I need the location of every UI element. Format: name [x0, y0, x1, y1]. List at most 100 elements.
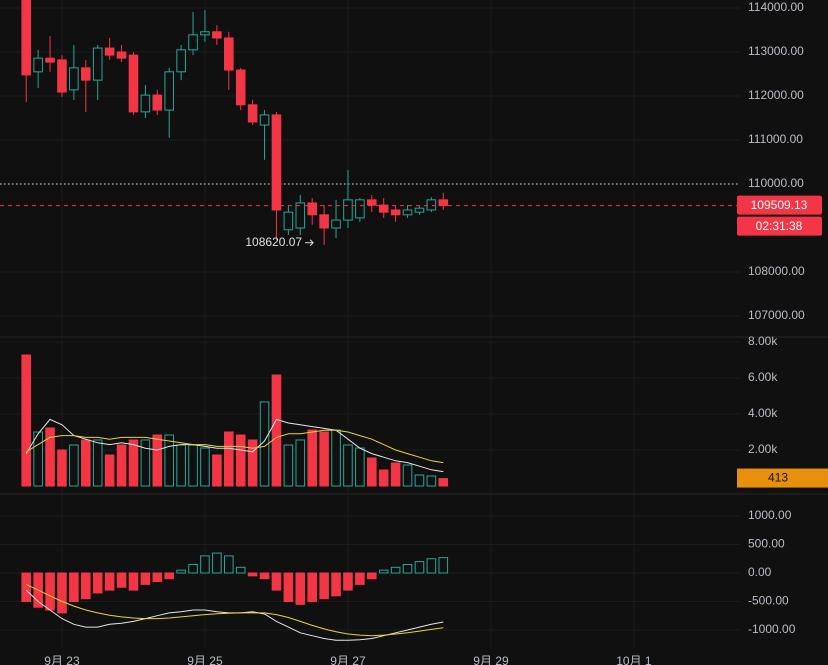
candle-body	[319, 214, 329, 229]
candle-body	[140, 94, 151, 113]
macd-bar	[69, 572, 79, 602]
candle-body	[378, 204, 389, 213]
volume-bar	[307, 429, 317, 487]
macd-bar	[402, 563, 413, 574]
macd-bar	[224, 555, 234, 574]
candle-body	[295, 202, 306, 229]
macd-bar	[57, 572, 67, 614]
volume-bar	[188, 444, 198, 487]
volume-bar	[92, 439, 103, 487]
volume-bar	[438, 478, 449, 487]
candle-body	[176, 49, 186, 73]
macd-bar	[164, 572, 175, 580]
volume-bar	[57, 449, 67, 487]
macd-bar	[92, 572, 103, 594]
candle-body	[81, 67, 91, 81]
volume-bar	[69, 444, 79, 487]
macd-bar	[104, 572, 115, 591]
macd-bar	[295, 572, 306, 605]
volume-bar	[212, 454, 222, 487]
volume-bar	[200, 447, 210, 487]
y-tick-label: 0.00	[748, 565, 772, 579]
candle-body	[271, 114, 282, 211]
y-tick-label: 4.00k	[748, 406, 778, 420]
macd-bar	[319, 572, 329, 600]
countdown-label: 02:31:38	[756, 219, 803, 233]
candle-body	[414, 207, 425, 213]
candle-body	[224, 37, 234, 71]
macd-bar	[247, 572, 258, 577]
volume-bar	[104, 454, 115, 487]
indicator-line	[25, 429, 444, 464]
candle-body	[438, 199, 449, 207]
volume-bar	[366, 457, 377, 487]
low-annotation: 108620.07	[245, 235, 302, 249]
macd-bar	[331, 572, 341, 597]
macd-bar	[176, 569, 186, 574]
volume-bar	[140, 439, 151, 487]
macd-bar	[152, 572, 163, 583]
volume-bar	[116, 444, 127, 487]
price-pane	[0, 0, 740, 245]
y-tick-label: 1000.00	[748, 508, 792, 522]
macd-bar	[426, 558, 437, 574]
candle-body	[402, 209, 413, 216]
last-price-box	[737, 195, 822, 215]
volume-bar	[426, 475, 437, 487]
y-tick-label: 107000.00	[748, 308, 805, 322]
macd-bar	[81, 572, 91, 600]
macd-bar	[271, 572, 282, 591]
volume-bar	[390, 462, 401, 487]
volume-bar	[247, 439, 258, 487]
macd-bar	[21, 572, 32, 602]
x-tick-label: 9月 25	[187, 654, 223, 665]
candle-body	[343, 199, 353, 221]
y-tick-label: 113000.00	[748, 44, 804, 58]
volume-bar	[295, 439, 306, 487]
candle-body	[259, 114, 270, 126]
volume-bar	[152, 434, 163, 487]
macd-bar	[128, 572, 139, 591]
candle-body	[235, 69, 246, 106]
volume-pane	[21, 354, 449, 487]
last-volume-box	[737, 468, 828, 488]
volume-bar	[33, 431, 43, 487]
x-tick-label: 9月 23	[44, 654, 80, 665]
axes: 107000.00 108000.00 110000.00 111000.00 1120…	[44, 0, 828, 665]
macd-bar	[438, 557, 449, 574]
x-tick-label: 9月 27	[330, 654, 366, 665]
volume-bar	[128, 439, 139, 487]
candle-body	[247, 104, 258, 123]
macd-pane	[21, 552, 449, 641]
y-tick-label: -500.00	[748, 594, 789, 608]
volume-bar	[164, 434, 175, 487]
y-tick-label: 2.00k	[748, 442, 778, 456]
macd-bar	[200, 555, 210, 574]
macd-bar	[343, 572, 353, 591]
y-tick-label: 8.00k	[748, 334, 778, 348]
candle-body	[307, 202, 317, 216]
candle-body	[331, 219, 341, 229]
candle-body	[426, 199, 437, 211]
indicator-line	[25, 418, 444, 473]
x-tick-label: 9月 29	[473, 654, 509, 665]
low-arrow	[305, 239, 314, 247]
volume-bar	[224, 431, 234, 487]
candle-body	[152, 94, 163, 111]
macd-bar	[235, 566, 246, 574]
candle-body	[164, 71, 175, 111]
x-tick-label: 10月 1	[616, 654, 652, 665]
candle-body	[45, 57, 55, 63]
last-price-label: 109509.13	[751, 198, 808, 212]
macd-bar	[140, 572, 151, 585]
candle-body	[69, 67, 79, 91]
macd-bar	[283, 572, 294, 602]
indicator-line	[25, 583, 444, 637]
macd-bar	[45, 572, 55, 611]
grid	[0, 0, 740, 648]
volume-bar	[343, 444, 353, 487]
volume-bar	[45, 427, 55, 487]
candle-body	[355, 199, 365, 219]
